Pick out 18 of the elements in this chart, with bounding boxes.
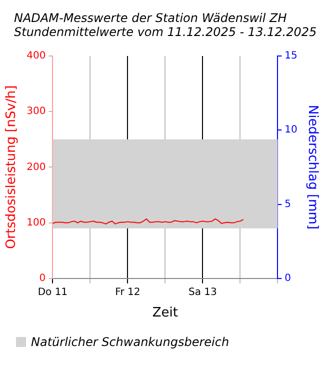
y2-tick-label: 10	[284, 124, 298, 136]
y-tick-label: 100	[26, 217, 46, 228]
y2-tick-label: 5	[284, 198, 292, 210]
chart-subtitle: Stundenmittelwerte vom 11.12.2025 - 13.12.2025	[14, 25, 317, 39]
y-tick-label: 300	[26, 106, 46, 118]
y-tick-label: 0	[39, 272, 46, 284]
x-tick-label: Fr 12	[115, 286, 140, 298]
x-tick-label: Do 11	[38, 286, 68, 298]
chart-title: NADAM-Messwerte der Station Wädenswil ZH	[14, 11, 288, 25]
y-axis-title: Ortsdosisleistung [nSv/h]	[4, 85, 20, 250]
x-axis-title: Zeit	[152, 306, 178, 321]
y2-tick-label: 15	[284, 50, 298, 62]
x-tick-label: Sa 13	[188, 286, 217, 298]
y2-axis-title: Niederschlag [mm]	[304, 104, 320, 230]
y-tick-label: 200	[26, 162, 46, 173]
y-tick-label: 400	[26, 50, 46, 62]
y2-tick-label: 0	[284, 272, 292, 284]
legend-label: Natürlicher Schwankungsbereich	[31, 335, 230, 349]
